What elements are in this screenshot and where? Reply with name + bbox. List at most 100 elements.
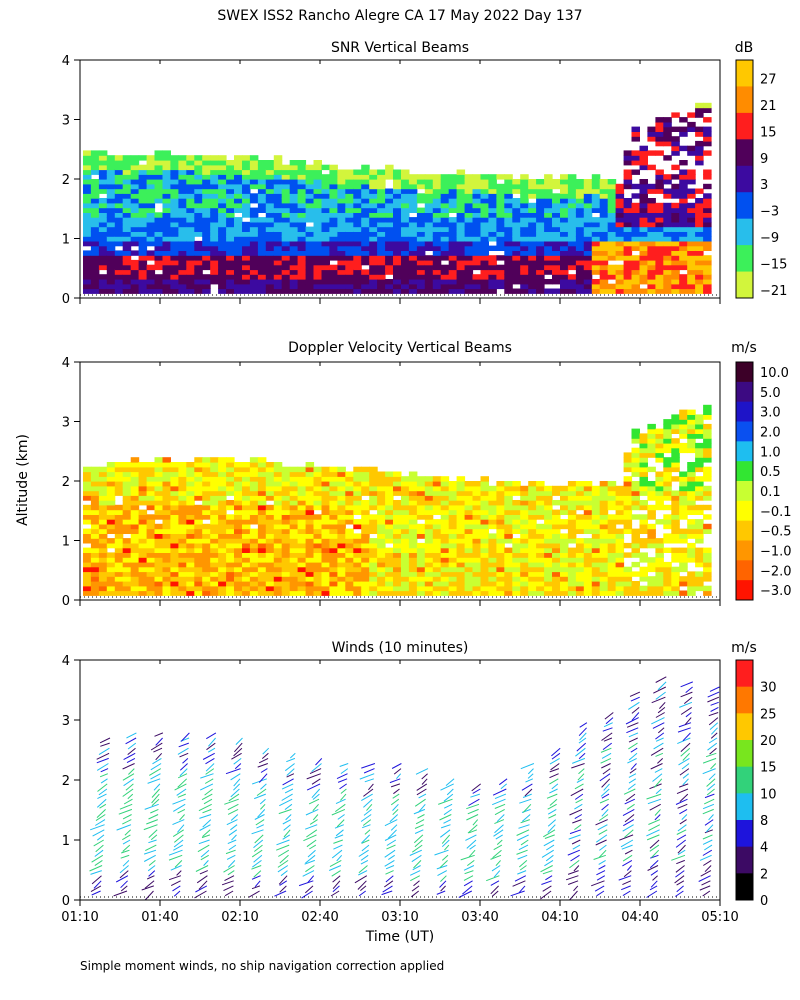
heatmap-cell	[671, 462, 680, 468]
heatmap-cell	[385, 193, 394, 199]
heatmap-cell	[329, 495, 338, 501]
heatmap-cell	[265, 504, 275, 511]
wind-barb	[493, 870, 501, 878]
wind-barb	[603, 722, 613, 728]
heatmap-cell	[655, 121, 664, 128]
heatmap-cell	[456, 561, 466, 568]
heatmap-cell	[567, 528, 577, 534]
heatmap-cell	[408, 471, 418, 477]
heatmap-cell	[695, 259, 704, 266]
heatmap-cell	[504, 581, 513, 587]
wind-barb	[596, 890, 605, 897]
heatmap-cell	[313, 523, 322, 530]
heatmap-cell	[496, 590, 505, 596]
heatmap-cell	[162, 212, 171, 218]
heatmap-cell	[623, 542, 633, 549]
heatmap-cell	[655, 212, 664, 218]
heatmap-cell	[305, 202, 315, 209]
heatmap-cell	[408, 202, 418, 209]
heatmap-cell	[281, 217, 291, 223]
heatmap-cell	[552, 198, 561, 204]
heatmap-cell	[639, 490, 648, 496]
heatmap-cell	[194, 174, 203, 180]
heatmap-cell	[560, 240, 569, 247]
heatmap-cell	[687, 576, 696, 582]
heatmap-cell	[448, 490, 458, 496]
heatmap-cell	[345, 490, 354, 496]
heatmap-cell	[90, 576, 100, 582]
heatmap-cell	[154, 490, 163, 496]
wind-barb	[253, 839, 264, 849]
heatmap-cell	[138, 269, 148, 275]
heatmap-cell	[130, 471, 140, 477]
heatmap-cell	[536, 571, 545, 577]
heatmap-cell	[178, 533, 187, 539]
wind-barb	[90, 870, 102, 875]
heatmap-cell	[90, 504, 100, 511]
wind-barb	[153, 747, 163, 753]
heatmap-cell	[289, 274, 299, 280]
heatmap-cell	[146, 476, 156, 482]
wind-barb	[177, 808, 186, 814]
heatmap-cell	[432, 236, 442, 242]
heatmap-cell	[679, 169, 688, 175]
heatmap-cell	[289, 490, 299, 496]
heatmap-cell	[289, 566, 299, 573]
heatmap-cell	[623, 207, 633, 213]
heatmap-cell	[552, 279, 561, 285]
wind-barb	[223, 865, 235, 873]
heatmap-cell	[218, 533, 227, 539]
heatmap-cell	[353, 500, 362, 506]
heatmap-cell	[242, 160, 251, 166]
heatmap-cell	[416, 231, 426, 237]
heatmap-cell	[114, 538, 124, 544]
wind-barb	[490, 885, 499, 895]
heatmap-cell	[361, 202, 370, 209]
heatmap-cell	[281, 245, 291, 251]
heatmap-cell	[83, 476, 92, 482]
heatmap-cell	[703, 423, 712, 430]
wind-barb	[703, 859, 712, 866]
wind-barb	[437, 870, 448, 877]
heatmap-cell	[130, 179, 140, 185]
wind-barb	[548, 814, 557, 819]
heatmap-cell	[544, 221, 553, 228]
heatmap-cell	[663, 279, 672, 285]
heatmap-cell	[257, 485, 267, 492]
wind-barb	[362, 819, 372, 826]
heatmap-cell	[647, 231, 656, 237]
heatmap-cell	[249, 264, 259, 271]
heatmap-cell	[663, 476, 672, 482]
heatmap-cell	[90, 500, 100, 506]
heatmap-cell	[401, 174, 410, 180]
heatmap-cell	[249, 504, 259, 511]
heatmap-cell	[305, 514, 315, 520]
wind-barb	[358, 870, 368, 876]
wind-barb	[172, 819, 185, 826]
wind-barb	[628, 778, 637, 784]
wind-barb	[671, 854, 686, 861]
heatmap-cell	[591, 552, 601, 558]
heatmap-cell	[679, 490, 688, 496]
heatmap-cell	[456, 226, 466, 232]
wind-barb	[472, 819, 479, 826]
heatmap-cell	[520, 259, 529, 266]
heatmap-cell	[496, 566, 505, 573]
heatmap-cell	[202, 188, 211, 194]
heatmap-cell	[361, 283, 370, 290]
heatmap-cell	[401, 500, 410, 506]
heatmap-cell	[679, 245, 688, 251]
heatmap-cell	[639, 523, 648, 530]
heatmap-cell	[361, 590, 370, 596]
wind-barbs	[89, 676, 720, 901]
heatmap-cell	[663, 433, 672, 439]
heatmap-cell	[98, 528, 108, 534]
heatmap-cell	[679, 528, 688, 534]
heatmap-cell	[265, 519, 275, 525]
heatmap-cell	[623, 250, 633, 256]
heatmap-cell	[695, 250, 704, 256]
heatmap-cell	[687, 438, 696, 444]
heatmap-cell	[353, 523, 362, 530]
heatmap-cell	[655, 428, 664, 434]
heatmap-cell	[90, 255, 100, 261]
